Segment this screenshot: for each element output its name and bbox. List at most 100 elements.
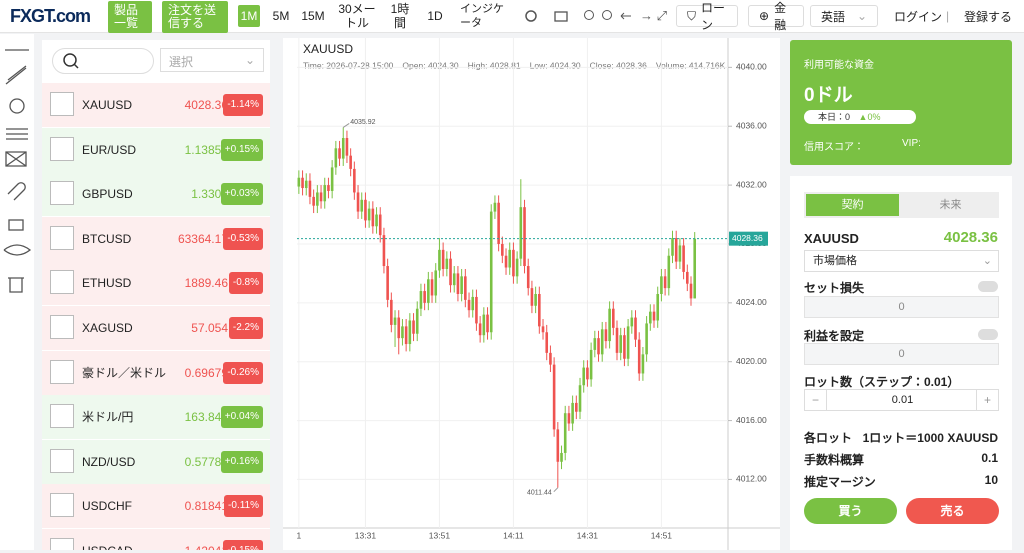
symbol-row[interactable]: 豪ドル／米ドル 0.69679 -0.26% [42, 350, 270, 395]
login-link[interactable]: ログイン [894, 9, 943, 24]
tab-future[interactable]: 未来 [939, 199, 962, 211]
ohlc-info: Volume: 414.716K [656, 60, 726, 70]
symbol-row[interactable]: USDCHF 0.81841 -0.11% [42, 484, 270, 529]
y-tick-label: 4036.00 [736, 120, 767, 130]
take-profit-label: 利益を設定 [804, 329, 865, 343]
symbol-row[interactable]: 米ドル/円 163.844 +0.04% [42, 395, 270, 440]
register-link[interactable]: 登録する [964, 9, 1013, 24]
lot-value[interactable]: 0.01 [891, 394, 914, 406]
logo[interactable]: FXGT.com [10, 5, 91, 26]
arrow-right[interactable]: → ⤢ [640, 8, 668, 23]
summary-label: 各ロット [804, 431, 853, 445]
candle-body [656, 294, 660, 321]
loan-button[interactable]: ⛉ ローン [676, 1, 738, 32]
symbol-row[interactable]: NZD/USD 0.57781 +0.16% [42, 439, 270, 484]
candle-body [508, 249, 512, 268]
last-price-label: 4028.36 [732, 233, 763, 243]
candle-body [464, 276, 467, 300]
candle-body [341, 138, 345, 159]
timeframe-button[interactable]: 30メートル [338, 2, 376, 30]
symbol-name: USDCHF [82, 499, 132, 514]
symbol-row[interactable]: XAGUSD 57.054 -2.2% [42, 306, 270, 350]
take-profit-input[interactable]: 0 [804, 343, 999, 365]
candle-body [575, 402, 578, 412]
timeframe-button[interactable]: 1D [427, 9, 443, 23]
candle-body [626, 326, 630, 359]
symbol-icon [50, 448, 74, 473]
x-tick-label: 14:51 [651, 530, 673, 540]
order-panel: 契約 未来 XAUUSD 4028.36 市場価格 ⌄ セット損失 0 利益を設定… [790, 176, 1012, 550]
symbol-row[interactable]: EUR/USD 1.13855 +0.15% [42, 127, 270, 172]
candle-body [349, 155, 352, 169]
timeframe-button[interactable]: 1M [238, 5, 260, 27]
order-type-select[interactable]: 市場価格 ⌄ [804, 250, 999, 272]
finance-button[interactable]: ⊕ 金融 [748, 1, 804, 32]
candle-body [589, 349, 593, 380]
symbol-name: GBPUSD [82, 187, 133, 202]
timeframe-button[interactable]: 15M [301, 9, 325, 23]
take-profit-toggle[interactable] [978, 329, 998, 340]
summary-label: 推定マージン [804, 475, 876, 489]
candle-body [660, 276, 663, 294]
candle-body [686, 271, 689, 284]
symbol-change: +0.16% [220, 450, 263, 473]
ohlc-info: Open: 4024.30 [402, 60, 459, 70]
candle-body [304, 180, 308, 189]
candlestick-chart[interactable]: XAUUSD Time: 2026-07-28 15:00 Open: 4024.… [283, 38, 780, 550]
candle-body [504, 255, 508, 268]
timeframe-button[interactable]: 5M [272, 9, 290, 23]
candle-body [375, 214, 378, 227]
candle-body [612, 308, 615, 328]
sell-button[interactable]: 売る [906, 498, 999, 524]
y-tick-label: 4020.00 [736, 356, 767, 366]
stop-loss-input[interactable]: 0 [804, 296, 999, 318]
symbol-row[interactable]: USDCAD 1.42041-0.15% [42, 529, 270, 550]
symbol-row[interactable]: ETHUSD 1889.46 -0.8% [42, 261, 270, 306]
send-order-button[interactable]: 注文を送信する [162, 1, 228, 33]
credit-score: 信用スコア： [804, 142, 864, 153]
chart-panel: XAUUSD Time: 2026-07-28 15:00 Open: 4024.… [283, 38, 780, 550]
candle-body [515, 258, 519, 277]
summary-label: 手数料概算 [804, 453, 865, 467]
candle-body [330, 167, 334, 191]
candle-body [308, 180, 312, 197]
candle-body [593, 338, 597, 350]
language-select[interactable]: 英語 ⌄ [810, 5, 878, 27]
candle-body [645, 323, 648, 355]
top-bar: FXGT.com 製品一覧 注文を送信する インジケータ → ⤢ ⛉ ローン ⊕ 金… [0, 0, 1024, 33]
candle-body [386, 266, 389, 300]
symbol-name: EUR/USD [82, 142, 137, 157]
products-button[interactable]: 製品一覧 [108, 1, 152, 33]
indicator-button[interactable]: インジケータ [460, 3, 504, 29]
today-pill: 本日：0 ▲0% [804, 110, 916, 124]
candle-body [323, 185, 327, 202]
lot-plus[interactable]: + [976, 390, 998, 410]
lot-label: ロット数（ステップ：0.01） [804, 375, 960, 389]
symbol-select[interactable]: 選択 ⌄ [160, 48, 264, 72]
symbol-icon [50, 359, 74, 384]
symbol-row[interactable]: GBPUSD 1.3304 +0.03% [42, 172, 270, 217]
candle-body [478, 323, 482, 336]
y-tick-label: 4016.00 [736, 415, 767, 425]
symbol-row[interactable]: XAUUSD 4028.36 -1.14% [42, 83, 270, 127]
timeframe-button[interactable]: 1時間 [390, 2, 410, 30]
candle-body [486, 314, 489, 333]
candle-body [452, 273, 456, 286]
buy-button[interactable]: 買う [804, 498, 897, 524]
search-box[interactable] [52, 48, 154, 74]
candle-body [434, 270, 438, 296]
lot-minus[interactable]: − [805, 390, 827, 410]
y-tick-label: 4040.00 [736, 62, 767, 72]
drawing-tools[interactable] [0, 34, 34, 550]
x-tick-label: 14:11 [503, 530, 524, 540]
ohlc-info: High: 4028.81 [468, 60, 521, 70]
candle-body [427, 279, 430, 303]
toolbar-icons[interactable] [523, 8, 633, 24]
low-marker [553, 487, 559, 493]
tab-contract[interactable]: 契約 [806, 194, 899, 216]
search-icon [63, 53, 79, 69]
balance: 0ドル [804, 85, 853, 106]
symbol-row[interactable]: BTCUSD 63364.17 -0.53% [42, 216, 270, 261]
stop-loss-toggle[interactable] [978, 281, 998, 292]
candle-body [360, 199, 364, 212]
